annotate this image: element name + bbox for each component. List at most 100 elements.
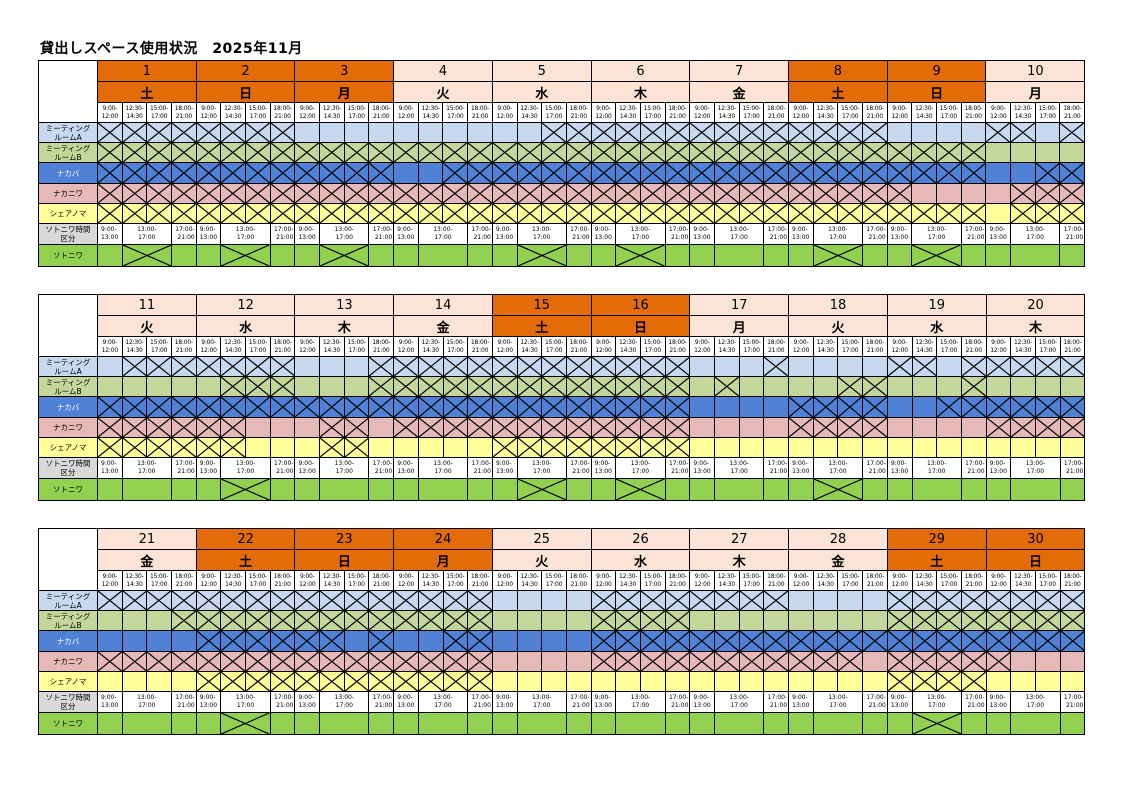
booked-slot[interactable] [195, 142, 222, 163]
booked-slot[interactable] [615, 396, 641, 418]
booked-slot[interactable] [294, 162, 321, 184]
available-slot[interactable] [689, 478, 716, 501]
booked-slot[interactable] [541, 122, 567, 143]
booked-slot[interactable] [639, 356, 666, 377]
booked-slot[interactable] [1034, 417, 1061, 438]
available-slot[interactable] [294, 437, 321, 458]
booked-slot[interactable] [1059, 590, 1086, 611]
available-slot[interactable] [985, 183, 1012, 204]
booked-slot[interactable] [245, 122, 271, 143]
booked-slot[interactable] [763, 142, 790, 163]
booked-slot[interactable] [788, 417, 814, 438]
booked-slot[interactable] [713, 203, 740, 224]
booked-slot[interactable] [1010, 610, 1036, 631]
booked-slot[interactable] [1059, 122, 1086, 143]
available-slot[interactable] [788, 244, 814, 267]
available-slot[interactable] [689, 376, 716, 397]
booked-slot[interactable] [343, 142, 370, 163]
available-slot[interactable] [121, 610, 148, 631]
booked-slot[interactable] [368, 651, 395, 672]
booked-slot[interactable] [615, 162, 641, 184]
booked-slot[interactable] [1010, 203, 1036, 224]
booked-slot[interactable] [467, 417, 493, 438]
available-slot[interactable] [714, 396, 740, 418]
booked-slot[interactable] [269, 122, 296, 143]
booked-slot[interactable] [615, 478, 666, 501]
available-slot[interactable] [541, 590, 567, 611]
available-slot[interactable] [245, 417, 271, 438]
available-slot[interactable] [491, 671, 518, 692]
available-slot[interactable] [294, 417, 321, 438]
booked-slot[interactable] [541, 396, 567, 418]
booked-slot[interactable] [442, 417, 469, 438]
available-slot[interactable] [368, 417, 395, 438]
available-slot[interactable] [985, 376, 1012, 397]
booked-slot[interactable] [713, 122, 740, 143]
booked-slot[interactable] [467, 630, 493, 652]
booked-slot[interactable] [393, 183, 419, 204]
booked-slot[interactable] [170, 417, 197, 438]
available-slot[interactable] [467, 122, 493, 143]
booked-slot[interactable] [97, 590, 123, 611]
booked-slot[interactable] [417, 356, 444, 377]
available-slot[interactable] [97, 610, 123, 631]
booked-slot[interactable] [837, 162, 863, 184]
available-slot[interactable] [417, 244, 469, 267]
available-slot[interactable] [541, 610, 567, 631]
available-slot[interactable] [985, 244, 1012, 267]
available-slot[interactable] [343, 356, 370, 377]
booked-slot[interactable] [393, 356, 419, 377]
booked-slot[interactable] [985, 122, 1012, 143]
booked-slot[interactable] [467, 183, 493, 204]
available-slot[interactable] [763, 478, 790, 501]
booked-slot[interactable] [1059, 417, 1086, 438]
booked-slot[interactable] [467, 396, 493, 418]
booked-slot[interactable] [862, 183, 888, 204]
booked-slot[interactable] [220, 417, 247, 438]
booked-slot[interactable] [146, 590, 172, 611]
booked-slot[interactable] [812, 142, 839, 163]
available-slot[interactable] [936, 122, 962, 143]
booked-slot[interactable] [565, 162, 592, 184]
booked-slot[interactable] [936, 396, 962, 418]
booked-slot[interactable] [368, 142, 395, 163]
booked-slot[interactable] [491, 396, 518, 418]
booked-slot[interactable] [491, 142, 518, 163]
booked-slot[interactable] [393, 396, 419, 418]
booked-slot[interactable] [738, 183, 765, 204]
booked-slot[interactable] [541, 203, 567, 224]
booked-slot[interactable] [195, 417, 222, 438]
available-slot[interactable] [170, 712, 197, 735]
booked-slot[interactable] [664, 142, 691, 163]
booked-slot[interactable] [788, 162, 814, 184]
available-slot[interactable] [911, 437, 938, 458]
available-slot[interactable] [1059, 712, 1086, 735]
booked-slot[interactable] [294, 610, 321, 631]
available-slot[interactable] [417, 712, 469, 735]
booked-slot[interactable] [985, 396, 1012, 418]
available-slot[interactable] [738, 437, 765, 458]
booked-slot[interactable] [590, 610, 617, 631]
available-slot[interactable] [911, 122, 938, 143]
booked-slot[interactable] [319, 417, 345, 438]
booked-slot[interactable] [936, 162, 962, 184]
booked-slot[interactable] [590, 203, 617, 224]
booked-slot[interactable] [343, 183, 370, 204]
booked-slot[interactable] [565, 142, 592, 163]
booked-slot[interactable] [170, 162, 197, 184]
available-slot[interactable] [294, 478, 321, 501]
available-slot[interactable] [812, 437, 839, 458]
booked-slot[interactable] [195, 183, 222, 204]
booked-slot[interactable] [417, 417, 444, 438]
booked-slot[interactable] [220, 630, 247, 652]
available-slot[interactable] [368, 437, 395, 458]
available-slot[interactable] [97, 712, 123, 735]
booked-slot[interactable] [146, 437, 172, 458]
booked-slot[interactable] [294, 671, 321, 692]
booked-slot[interactable] [812, 417, 839, 438]
booked-slot[interactable] [1034, 203, 1061, 224]
booked-slot[interactable] [639, 437, 666, 458]
booked-slot[interactable] [664, 376, 691, 397]
available-slot[interactable] [664, 712, 691, 735]
booked-slot[interactable] [1059, 203, 1086, 224]
